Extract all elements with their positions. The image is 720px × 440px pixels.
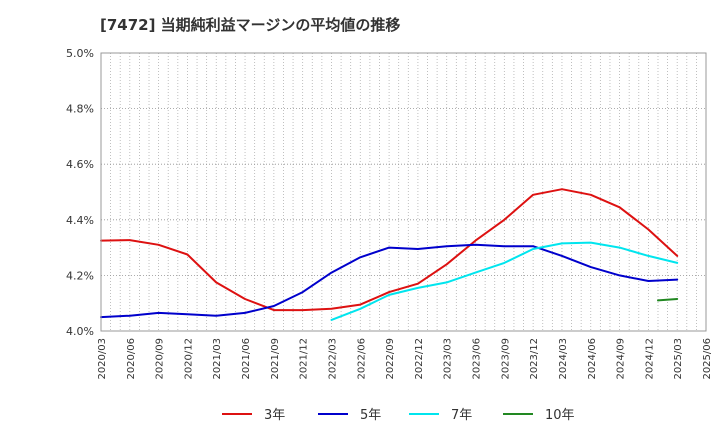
x-tick-label: 2023/03 (443, 338, 454, 380)
legend-label: 10年 (545, 408, 575, 423)
y-axis-ticks: 4.0% 4.2% 4.4% 4.6% 4.8% 5.0% (66, 47, 94, 338)
x-axis-ticks: 2020/03 2020/06 2020/09 2020/12 2021/03 2021/… (97, 338, 713, 380)
x-tick-label: 2025/06 (702, 338, 713, 380)
x-tick-label: 2020/09 (155, 338, 166, 380)
y-tick-label: 4.6% (66, 158, 94, 171)
series-line-3年 (100, 188, 679, 312)
x-tick-label: 2023/09 (500, 338, 511, 380)
x-tick-label: 2022/03 (327, 338, 338, 380)
x-tick-label: 2024/09 (616, 338, 627, 380)
y-tick-label: 4.2% (66, 269, 94, 282)
series-line-5年 (100, 243, 679, 319)
x-tick-label: 2020/06 (126, 338, 137, 380)
legend-label: 5年 (360, 408, 381, 423)
x-tick-label: 2021/03 (212, 338, 223, 380)
y-tick-label: 4.0% (66, 325, 94, 338)
legend: 3年 5年 7年 10年 (222, 408, 575, 423)
x-tick-label: 2022/06 (356, 338, 367, 380)
x-tick-label: 2021/09 (270, 338, 281, 380)
series-lines (100, 188, 679, 321)
x-tick-label: 2020/03 (97, 338, 108, 380)
x-tick-label: 2025/03 (673, 338, 684, 380)
series-line-10年 (657, 298, 679, 302)
x-tick-label: 2023/12 (529, 338, 540, 380)
y-tick-label: 4.4% (66, 214, 94, 227)
x-tick-label: 2023/06 (472, 338, 483, 380)
chart-grid (100, 52, 707, 332)
legend-label: 7年 (451, 408, 472, 423)
y-tick-label: 5.0% (66, 47, 94, 60)
chart-title: [7472] 当期純利益マージンの平均値の推移 (100, 16, 401, 34)
x-tick-label: 2021/12 (299, 338, 310, 380)
x-tick-label: 2024/03 (558, 338, 569, 380)
y-tick-label: 4.8% (66, 103, 94, 116)
series-line-7年 (330, 241, 679, 321)
legend-label: 3年 (264, 408, 285, 423)
x-tick-label: 2022/12 (414, 338, 425, 380)
x-tick-label: 2022/09 (385, 338, 396, 380)
x-tick-label: 2024/06 (587, 338, 598, 380)
x-tick-label: 2020/12 (183, 338, 194, 380)
x-tick-label: 2024/12 (644, 338, 655, 380)
x-tick-label: 2021/06 (241, 338, 252, 380)
plot-border (100, 52, 707, 332)
